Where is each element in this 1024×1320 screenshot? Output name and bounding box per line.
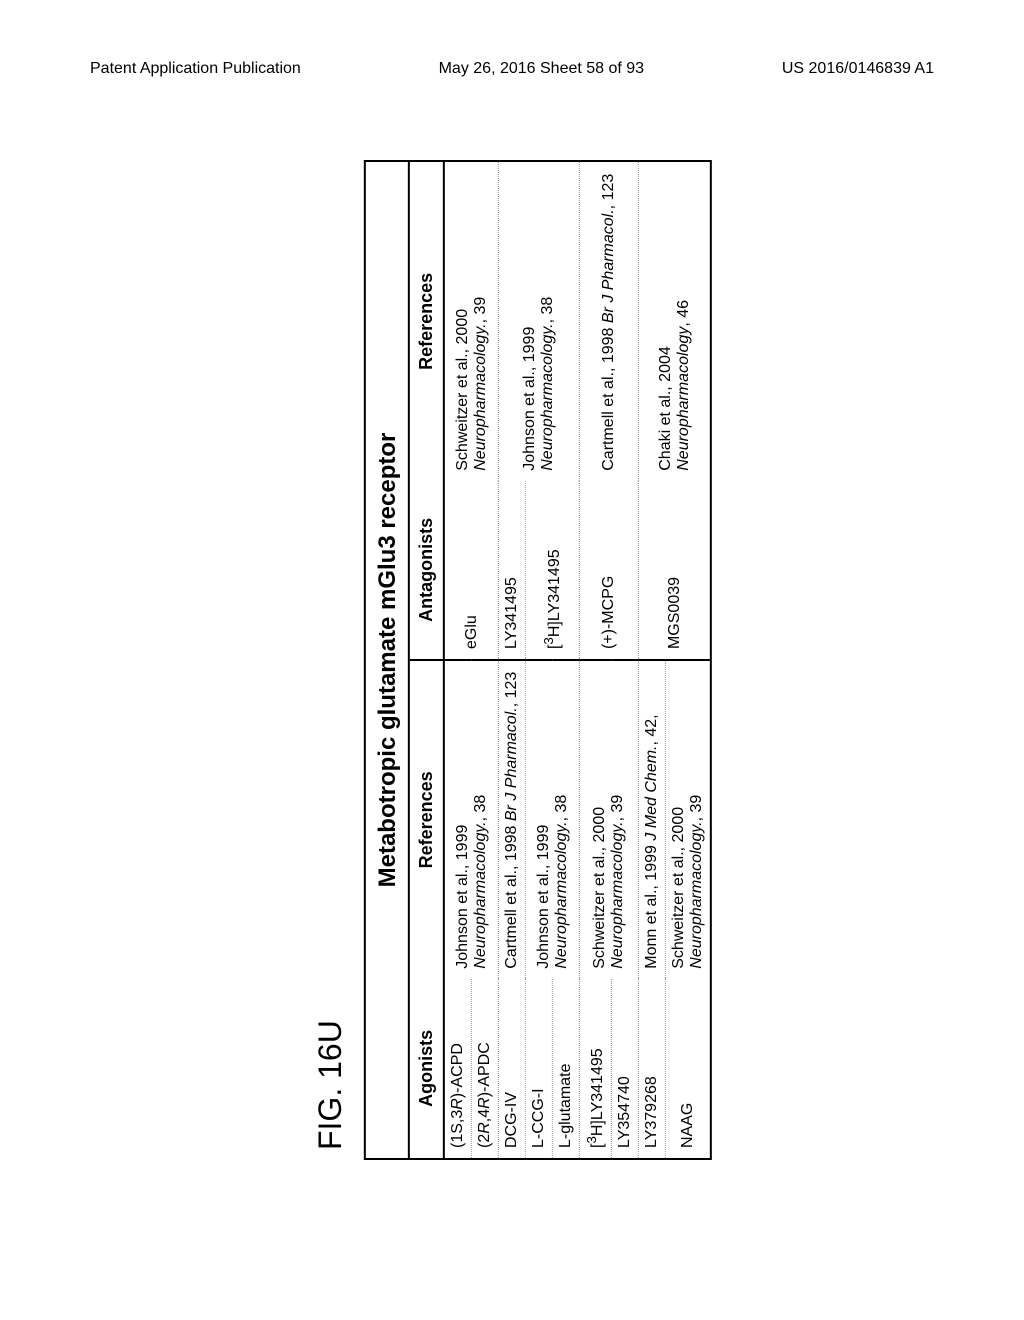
ref-text: , 39 bbox=[688, 795, 705, 822]
ref-text: Schweitzer et al., 2000 bbox=[453, 309, 470, 471]
text: (2 bbox=[476, 1134, 493, 1148]
ref-text: Monn et al., 1999 bbox=[643, 841, 660, 969]
ref-italic: Neuropharmacology. bbox=[609, 821, 626, 968]
cell-reference: Johnson et al., 1999 Neuropharmacology.,… bbox=[444, 660, 499, 979]
col-agonists: Agonists bbox=[410, 979, 444, 1158]
ref-text: , 46 bbox=[675, 300, 692, 327]
ref-text: , 39 bbox=[471, 297, 488, 324]
text: [ bbox=[546, 645, 563, 649]
figure-label: FIG. 16U bbox=[312, 160, 349, 1150]
cell-reference: Schweitzer et al., 2000 Neuropharmacolog… bbox=[444, 162, 499, 481]
col-references1: References bbox=[410, 660, 444, 979]
ref-text: Johnson et al., 1999 bbox=[534, 825, 551, 969]
ref-italic: Br J Pharmacol. bbox=[600, 209, 617, 323]
cell-antagonist: (+)-MCPG bbox=[579, 481, 638, 660]
ref-text: , 123 bbox=[503, 672, 520, 708]
ref-text: Chaki et al., 2004 bbox=[657, 346, 674, 471]
col-references2: References bbox=[410, 162, 444, 481]
table-row: (1S,3R)-ACPD Johnson et al., 1999 Neurop… bbox=[444, 162, 472, 1158]
ref-text: , 38 bbox=[471, 795, 488, 822]
cell-agonist: L-glutamate bbox=[552, 979, 579, 1158]
cell-agonist: DCG-IV bbox=[498, 979, 525, 1158]
table-title: Metabotropic glutamate mGlu3 receptor bbox=[366, 162, 410, 1158]
table-row: LY379268 Monn et al., 1999 J Med Chem., … bbox=[639, 162, 666, 1158]
ref-text: Schweitzer et al., 2000 bbox=[670, 807, 687, 969]
text: )-APDC bbox=[476, 1042, 493, 1097]
cell-antagonist: LY341495 bbox=[498, 481, 525, 660]
text: ,4 bbox=[476, 1109, 493, 1122]
ref-text: , 38 bbox=[552, 795, 569, 822]
ref-text: Cartmell et al., 1998 bbox=[600, 323, 617, 471]
ref-text: , 38 bbox=[539, 297, 556, 324]
cell-reference: Johnson et al., 1999 Neuropharmacology.,… bbox=[525, 660, 579, 979]
cell-reference: Cartmell et al., 1998 Br J Pharmacol., 1… bbox=[498, 660, 525, 979]
ref-italic: Neuropharmacology bbox=[675, 327, 692, 471]
cell-agonist: [3H]LY341495 bbox=[579, 979, 611, 1158]
header-left: Patent Application Publication bbox=[90, 60, 301, 78]
superscript: 3 bbox=[584, 1136, 599, 1143]
cell-reference: Schweitzer et al., 2000 Neuropharmacolog… bbox=[579, 660, 638, 979]
ref-text: , 123 bbox=[600, 174, 617, 210]
ref-italic: Neuropharmacology. bbox=[471, 323, 488, 470]
text: R bbox=[476, 1097, 493, 1109]
ref-text: , 42, bbox=[643, 714, 660, 745]
ref-italic: Neuropharmacology. bbox=[539, 323, 556, 470]
page-header: Patent Application Publication May 26, 2… bbox=[0, 60, 1024, 78]
text: H]LY341495 bbox=[546, 549, 563, 637]
ref-italic: Neuropharmacology. bbox=[688, 821, 705, 968]
superscript: 3 bbox=[541, 637, 556, 644]
cell-antagonist: [3H]LY341495 bbox=[525, 481, 579, 660]
ref-text: Schweitzer et al., 2000 bbox=[591, 807, 608, 969]
ref-text: Johnson et al., 1999 bbox=[521, 327, 538, 471]
cell-agonist: NAAG bbox=[666, 979, 711, 1158]
ref-italic: J Med Chem. bbox=[643, 746, 660, 841]
cell-agonist: LY354740 bbox=[612, 979, 639, 1158]
header-right: US 2016/0146839 A1 bbox=[782, 60, 934, 78]
cell-reference: Monn et al., 1999 J Med Chem., 42, bbox=[639, 660, 666, 979]
ref-text: , 39 bbox=[609, 795, 626, 822]
ref-text: Johnson et al., 1999 bbox=[453, 825, 470, 969]
cell-agonist: (1S,3R)-ACPD bbox=[444, 979, 472, 1158]
header-center: May 26, 2016 Sheet 58 of 93 bbox=[439, 60, 644, 78]
receptor-table: Agonists References Antagonists Referenc… bbox=[410, 162, 710, 1158]
data-table: Metabotropic glutamate mGlu3 receptor Ag… bbox=[364, 160, 712, 1160]
cell-reference: Johnson et al., 1999 Neuropharmacology.,… bbox=[498, 162, 579, 481]
ref-text: Cartmell et al., 1998 bbox=[503, 821, 520, 969]
cell-agonist: LY379268 bbox=[639, 979, 666, 1158]
ref-italic: Neuropharmacology. bbox=[471, 821, 488, 968]
cell-antagonist: eGlu bbox=[444, 481, 499, 660]
col-antagonists: Antagonists bbox=[410, 481, 444, 660]
cell-reference: Cartmell et al., 1998 Br J Pharmacol., 1… bbox=[579, 162, 638, 481]
cell-reference: Chaki et al., 2004 Neuropharmacology, 46 bbox=[639, 162, 711, 481]
text: H]LY341495 bbox=[589, 1048, 606, 1136]
text: [ bbox=[589, 1144, 606, 1148]
cell-agonist: (2R,4R)-APDC bbox=[471, 979, 498, 1158]
cell-antagonist: MGS0039 bbox=[639, 481, 711, 660]
table-header-row: Agonists References Antagonists Referenc… bbox=[410, 162, 444, 1158]
cell-agonist: L-CCG-I bbox=[525, 979, 552, 1158]
table-row: DCG-IV Cartmell et al., 1998 Br J Pharma… bbox=[498, 162, 525, 1158]
ref-italic: Br J Pharmacol. bbox=[503, 707, 520, 821]
figure-content: FIG. 16U Metabotropic glutamate mGlu3 re… bbox=[312, 160, 712, 1160]
table-row: [3H]LY341495 Schweitzer et al., 2000 Neu… bbox=[579, 162, 611, 1158]
ref-italic: Neuropharmacology. bbox=[552, 821, 569, 968]
cell-reference: Schweitzer et al., 2000 Neuropharmacolog… bbox=[666, 660, 711, 979]
text: R bbox=[476, 1122, 493, 1134]
